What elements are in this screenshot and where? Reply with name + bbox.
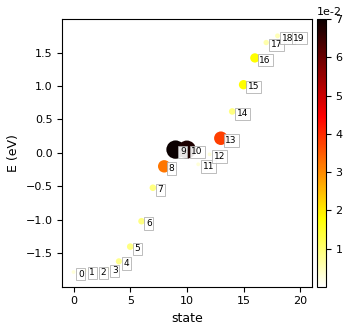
Point	[162, 164, 167, 169]
Y-axis label: E (eV): E (eV)	[7, 134, 20, 172]
Point	[252, 55, 258, 60]
Text: 3: 3	[112, 266, 118, 276]
Point	[82, 268, 88, 273]
Text: 12: 12	[214, 152, 225, 161]
Point	[195, 162, 201, 167]
Point	[173, 147, 178, 152]
Point	[218, 135, 224, 141]
Point	[263, 40, 269, 45]
Text: 19: 19	[294, 34, 305, 42]
Text: 7: 7	[157, 186, 163, 195]
Text: 2: 2	[101, 268, 106, 278]
Point	[127, 244, 133, 249]
Text: 1: 1	[89, 268, 95, 278]
Text: 4: 4	[124, 259, 129, 268]
Text: 14: 14	[237, 109, 248, 118]
X-axis label: state: state	[171, 312, 203, 325]
Text: 1e-2: 1e-2	[317, 7, 342, 17]
Point	[150, 185, 156, 190]
Point	[229, 109, 235, 114]
Text: 18: 18	[282, 34, 294, 42]
Point	[94, 268, 99, 273]
Point	[184, 147, 190, 152]
Point	[71, 269, 76, 275]
Point	[139, 218, 144, 224]
Text: 16: 16	[259, 55, 271, 65]
Text: 9: 9	[180, 147, 186, 156]
Text: 6: 6	[146, 219, 152, 228]
Text: 11: 11	[203, 162, 214, 171]
Point	[105, 266, 110, 271]
Text: 13: 13	[225, 136, 237, 145]
Text: 5: 5	[135, 244, 141, 253]
Text: 10: 10	[191, 147, 203, 156]
Point	[116, 259, 122, 264]
Text: 17: 17	[271, 40, 282, 49]
Point	[241, 82, 246, 87]
Text: 0: 0	[78, 270, 84, 279]
Text: 15: 15	[248, 82, 260, 91]
Point	[286, 33, 292, 39]
Text: 8: 8	[169, 164, 174, 173]
Point	[275, 33, 280, 39]
Point	[207, 152, 212, 157]
